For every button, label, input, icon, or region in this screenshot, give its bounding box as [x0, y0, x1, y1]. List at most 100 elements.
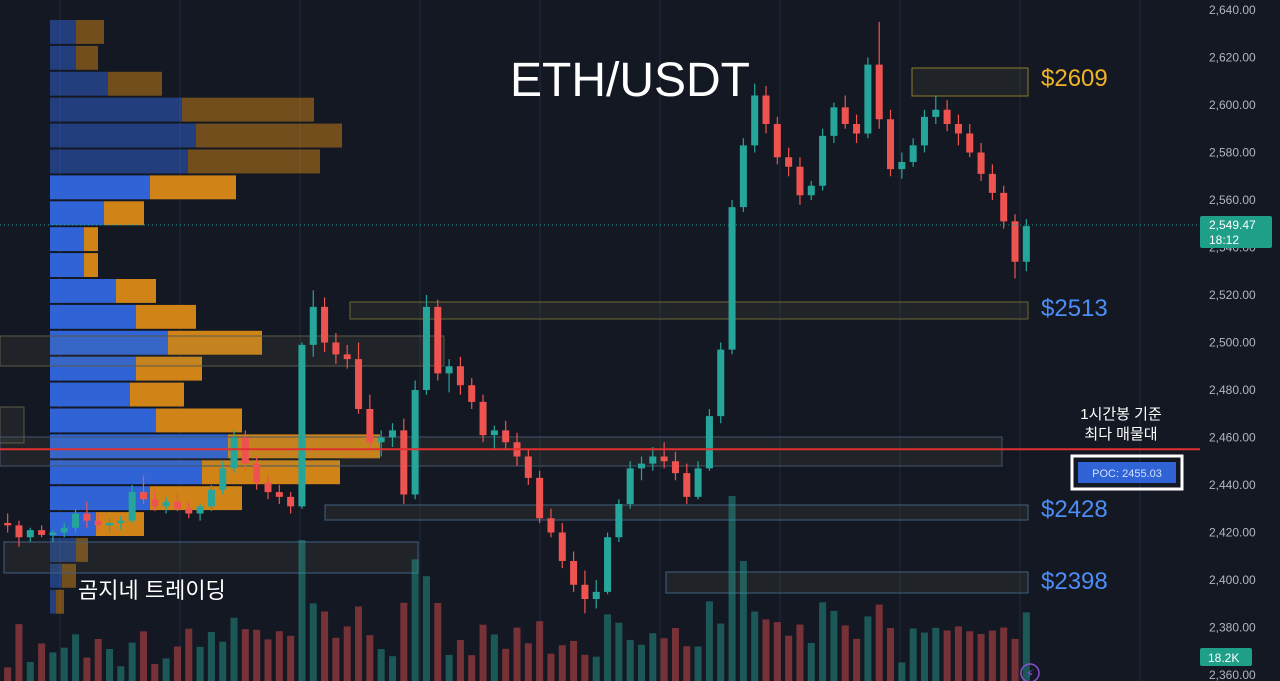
volume-bar	[615, 622, 623, 681]
candle-body[interactable]	[909, 145, 917, 162]
volume-bar	[502, 648, 510, 681]
candle-body[interactable]	[355, 359, 363, 409]
candle-body[interactable]	[1022, 226, 1030, 262]
candle-body[interactable]	[219, 468, 227, 490]
candle-body[interactable]	[773, 124, 781, 158]
candle-body[interactable]	[434, 306, 442, 374]
candle-body[interactable]	[694, 468, 702, 497]
candle-body[interactable]	[332, 342, 340, 355]
candle-body[interactable]	[173, 501, 181, 509]
candle-body[interactable]	[966, 133, 974, 153]
lightning-icon[interactable]	[1020, 663, 1040, 681]
candle-body[interactable]	[38, 530, 46, 535]
candle-body[interactable]	[321, 306, 329, 343]
candle-body[interactable]	[15, 525, 23, 538]
candle-body[interactable]	[943, 109, 951, 124]
candlesticks[interactable]	[4, 21, 1030, 614]
candle-body[interactable]	[456, 366, 464, 386]
candle-body[interactable]	[819, 135, 827, 186]
volume-bar	[400, 602, 408, 681]
candle-body[interactable]	[581, 584, 589, 599]
candle-body[interactable]	[671, 461, 679, 474]
candle-body[interactable]	[1000, 192, 1008, 222]
candle-body[interactable]	[785, 157, 793, 167]
candle-body[interactable]	[728, 207, 736, 350]
candle-body[interactable]	[988, 173, 996, 193]
candle-body[interactable]	[739, 145, 747, 208]
candle-body[interactable]	[796, 166, 804, 196]
candle-body[interactable]	[932, 109, 940, 117]
candle-body[interactable]	[230, 437, 238, 469]
candle-body[interactable]	[196, 506, 204, 514]
candle-body[interactable]	[49, 532, 57, 535]
candle-body[interactable]	[468, 385, 476, 402]
candle-body[interactable]	[60, 527, 68, 533]
candle-body[interactable]	[660, 456, 668, 462]
candle-body[interactable]	[4, 523, 12, 526]
candle-body[interactable]	[422, 306, 430, 390]
candle-body[interactable]	[649, 456, 657, 464]
candle-body[interactable]	[106, 523, 114, 526]
candle-body[interactable]	[377, 437, 385, 443]
candle-body[interactable]	[479, 401, 487, 436]
candle-body[interactable]	[762, 95, 770, 125]
candle-body[interactable]	[26, 530, 34, 538]
candle-body[interactable]	[853, 124, 861, 134]
candle-body[interactable]	[388, 430, 397, 438]
candle-body[interactable]	[547, 518, 555, 533]
candle-body[interactable]	[72, 513, 80, 528]
candle-body[interactable]	[626, 468, 634, 504]
candle-body[interactable]	[117, 520, 125, 523]
candle-body[interactable]	[954, 124, 962, 134]
candle-body[interactable]	[683, 473, 691, 497]
candle-body[interactable]	[637, 463, 646, 469]
candle-body[interactable]	[807, 185, 815, 196]
candle-body[interactable]	[151, 499, 159, 507]
candle-body[interactable]	[570, 561, 578, 585]
candle-body[interactable]	[207, 489, 215, 507]
candle-body[interactable]	[977, 152, 985, 174]
candle-body[interactable]	[887, 119, 895, 170]
candle-body[interactable]	[241, 437, 249, 464]
candle-body[interactable]	[490, 430, 498, 436]
candle-body[interactable]	[400, 430, 408, 495]
candle-body[interactable]	[1011, 221, 1019, 262]
candle-body[interactable]	[445, 366, 453, 374]
candle-body[interactable]	[705, 416, 713, 469]
volume-badge[interactable]	[1200, 648, 1252, 666]
price-axis[interactable]: 2,360.00 2,380.00 2,400.00 2,420.00 2,440.00…	[1020, 3, 1272, 681]
candle-body[interactable]	[875, 64, 883, 120]
candle-body[interactable]	[751, 95, 759, 146]
candle-body[interactable]	[841, 107, 849, 124]
candle-body[interactable]	[604, 537, 612, 592]
candle-body[interactable]	[139, 492, 147, 500]
current-price-badge[interactable]	[1200, 216, 1272, 249]
candle-body[interactable]	[253, 463, 261, 483]
candle-body[interactable]	[717, 349, 725, 417]
candle-body[interactable]	[615, 504, 623, 538]
candle-body[interactable]	[536, 477, 544, 519]
candle-body[interactable]	[298, 344, 306, 507]
candle-body[interactable]	[83, 513, 91, 521]
candle-body[interactable]	[920, 116, 928, 146]
candle-body[interactable]	[275, 492, 283, 497]
candle-body[interactable]	[94, 520, 102, 526]
candle-body[interactable]	[309, 306, 317, 345]
candle-body[interactable]	[411, 390, 419, 495]
candle-body[interactable]	[128, 492, 136, 521]
candle-body[interactable]	[898, 162, 906, 170]
candle-body[interactable]	[343, 354, 351, 360]
candle-body[interactable]	[830, 107, 838, 136]
candle-body[interactable]	[502, 430, 510, 443]
candle-body[interactable]	[162, 501, 170, 507]
candle-body[interactable]	[366, 409, 374, 443]
candle-body[interactable]	[264, 482, 272, 493]
candle-body[interactable]	[592, 591, 600, 599]
candle-body[interactable]	[524, 456, 532, 478]
candle-body[interactable]	[864, 64, 872, 134]
volume-bar	[717, 623, 725, 681]
candle-body[interactable]	[185, 508, 193, 514]
candle-body[interactable]	[558, 532, 566, 562]
candle-body[interactable]	[287, 496, 295, 507]
